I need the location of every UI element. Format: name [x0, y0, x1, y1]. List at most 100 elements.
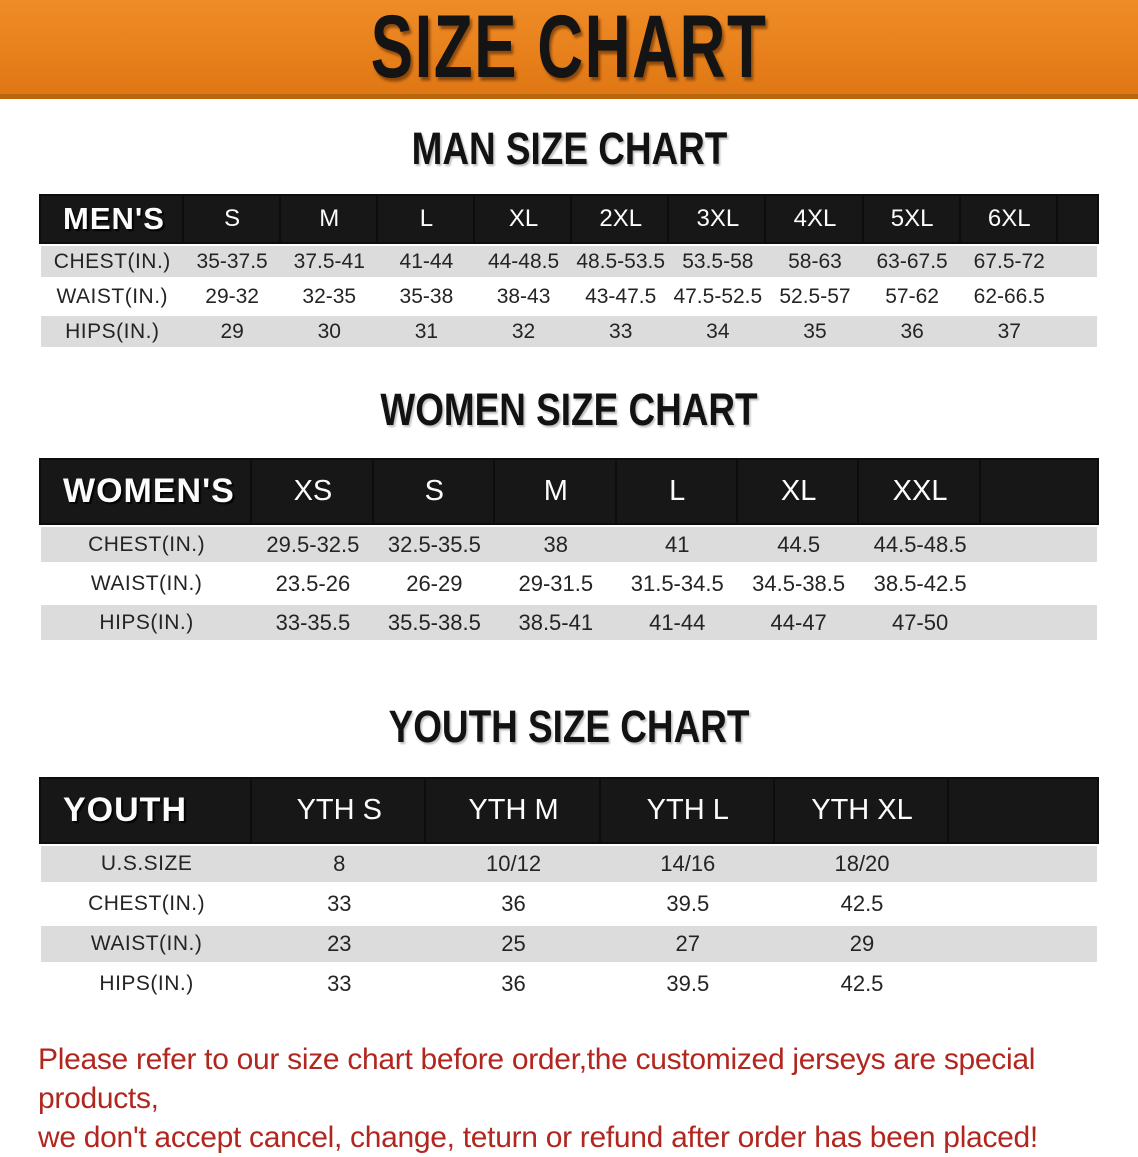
measurement-label: HIPS(IN.): [41, 966, 253, 1002]
measurement-label: WAIST(IN.): [41, 926, 253, 962]
size-value: 38: [495, 527, 617, 562]
size-value: 41-44: [377, 246, 475, 277]
size-value: 35.5-38.5: [373, 605, 496, 640]
size-value: 41-44: [616, 605, 738, 640]
size-value: 57-62: [863, 281, 961, 312]
size-value: 44.5: [737, 527, 860, 562]
size-value: 31: [377, 316, 475, 347]
size-value: 44-48.5: [474, 246, 573, 277]
size-value: 14/16: [600, 846, 775, 882]
measurement-label: U.S.SIZE: [41, 846, 253, 882]
table-row: WAIST(IN.) 23 25 27 29: [41, 926, 1097, 962]
size-column-header: XS: [252, 460, 374, 523]
size-value: 34: [669, 316, 767, 347]
women-size-table: WOMEN'S XS S M L XL XXL CHEST(IN.) 29.5-32.5 32.…: [41, 456, 1097, 644]
size-value: 52.5-57: [766, 281, 864, 312]
size-value: 37: [960, 316, 1058, 347]
size-value: 33: [252, 966, 427, 1002]
size-column-header: M: [280, 196, 378, 242]
table-row: CHEST(IN.) 29.5-32.5 32.5-35.5 38 41 44.5 44.5…: [41, 527, 1097, 562]
row-filler-cell: [949, 846, 1097, 882]
size-column-header: 5XL: [863, 196, 961, 242]
size-column-header: 6XL: [960, 196, 1058, 242]
size-value: 32-35: [280, 281, 378, 312]
size-value: 10/12: [426, 846, 601, 882]
row-filler-cell: [1057, 316, 1097, 347]
row-filler-cell: [980, 527, 1097, 562]
size-value: 35-37.5: [183, 246, 281, 277]
size-value: 44-47: [737, 605, 860, 640]
size-value: 31.5-34.5: [616, 566, 738, 601]
measurement-label: WAIST(IN.): [41, 566, 253, 601]
size-value: 32.5-35.5: [373, 527, 496, 562]
measurement-label: WAIST(IN.): [41, 281, 184, 312]
banner-title: SIZE CHART: [370, 0, 768, 97]
measurement-label: CHEST(IN.): [41, 886, 253, 922]
table-header-row: YOUTH YTH S YTH M YTH L YTH XL: [41, 779, 1097, 842]
women-section-heading: WOMEN SIZE CHART: [380, 384, 758, 435]
table-row: WAIST(IN.) 29-32 32-35 35-38 38-43 43-47.5 47.…: [41, 281, 1097, 312]
size-value: 23: [252, 926, 427, 962]
table-row: HIPS(IN.) 33 36 39.5 42.5: [41, 966, 1097, 1002]
size-value: 25: [426, 926, 601, 962]
youth-section-heading: YOUTH SIZE CHART: [388, 701, 750, 752]
table-header-row: WOMEN'S XS S M L XL XXL: [41, 460, 1097, 523]
size-chart-banner: SIZE CHART: [0, 0, 1138, 99]
disclaimer-text: Please refer to our size chart before or…: [38, 1040, 1138, 1157]
size-value: 8: [252, 846, 427, 882]
men-section-heading: MAN SIZE CHART: [411, 123, 727, 174]
measurement-label: CHEST(IN.): [41, 246, 184, 277]
size-value: 43-47.5: [572, 281, 670, 312]
size-value: 36: [863, 316, 961, 347]
size-value: 33: [572, 316, 670, 347]
table-group-label: WOMEN'S: [41, 460, 253, 523]
row-filler-cell: [1057, 281, 1097, 312]
size-column-header: YTH M: [426, 779, 601, 842]
men-size-table: MEN'S S M L XL 2XL 3XL 4XL 5XL 6XL CHEST(IN.) 35-3…: [41, 192, 1097, 351]
size-value: 36: [426, 886, 601, 922]
size-column-header: S: [373, 460, 496, 523]
size-value: 32: [474, 316, 573, 347]
size-value: 35: [766, 316, 864, 347]
size-value: 53.5-58: [669, 246, 767, 277]
measurement-label: CHEST(IN.): [41, 527, 253, 562]
row-filler-cell: [1057, 246, 1097, 277]
row-filler-cell: [949, 966, 1097, 1002]
size-column-header: 4XL: [766, 196, 864, 242]
table-group-label: YOUTH: [41, 779, 253, 842]
table-header-row: MEN'S S M L XL 2XL 3XL 4XL 5XL 6XL: [41, 196, 1097, 242]
size-value: 58-63: [766, 246, 864, 277]
header-filler-cell: [980, 460, 1097, 523]
youth-size-table: YOUTH YTH S YTH M YTH L YTH XL U.S.SIZE 8 10/1…: [41, 775, 1097, 1006]
size-value: 42.5: [774, 886, 950, 922]
header-filler-cell: [949, 779, 1097, 842]
size-value: 48.5-53.5: [572, 246, 670, 277]
size-value: 62-66.5: [960, 281, 1058, 312]
size-value: 67.5-72: [960, 246, 1058, 277]
table-row: HIPS(IN.) 33-35.5 35.5-38.5 38.5-41 41-44 44-…: [41, 605, 1097, 640]
size-column-header: L: [616, 460, 738, 523]
size-value: 29.5-32.5: [252, 527, 374, 562]
size-value: 44.5-48.5: [859, 527, 981, 562]
size-value: 18/20: [774, 846, 950, 882]
size-value: 23.5-26: [252, 566, 374, 601]
disclaimer-line: Please refer to our size chart before or…: [38, 1043, 1036, 1115]
size-value: 38-43: [474, 281, 573, 312]
size-value: 39.5: [600, 886, 775, 922]
size-value: 39.5: [600, 966, 775, 1002]
measurement-label: HIPS(IN.): [41, 316, 184, 347]
measurement-label: HIPS(IN.): [41, 605, 253, 640]
size-value: 27: [600, 926, 775, 962]
size-value: 63-67.5: [863, 246, 961, 277]
size-value: 37.5-41: [280, 246, 378, 277]
table-row: WAIST(IN.) 23.5-26 26-29 29-31.5 31.5-34.5 34…: [41, 566, 1097, 601]
size-value: 47-50: [859, 605, 981, 640]
size-value: 33-35.5: [252, 605, 374, 640]
size-value: 38.5-42.5: [859, 566, 981, 601]
size-value: 33: [252, 886, 427, 922]
size-column-header: YTH L: [600, 779, 775, 842]
size-column-header: M: [495, 460, 617, 523]
size-column-header: XL: [474, 196, 573, 242]
size-column-header: 2XL: [572, 196, 670, 242]
size-column-header: YTH S: [252, 779, 427, 842]
